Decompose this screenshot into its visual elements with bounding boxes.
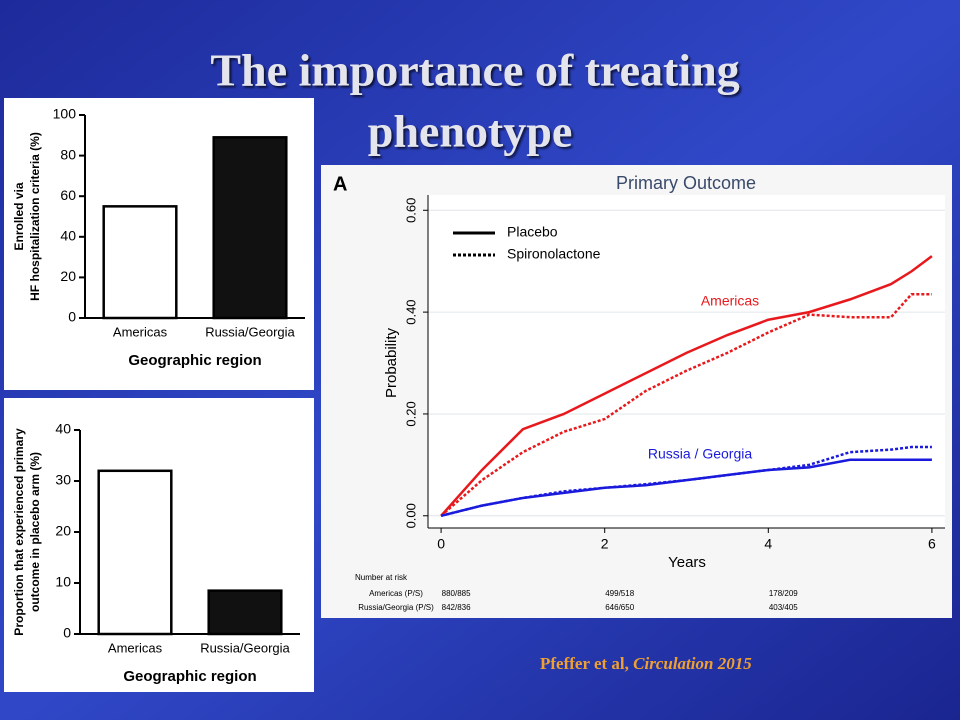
citation: Pfeffer et al, Circulation 2015 [540,654,752,673]
y-tick-label: 40 [55,421,71,437]
y-tick-label: 60 [60,187,76,203]
risk-table-title: Number at risk [355,573,408,582]
y-tick-label: 0.60 [403,198,418,223]
y-tick-label: 80 [60,146,76,162]
x-axis-label: Geographic region [123,668,256,685]
citation-journal: Circulation 2015 [633,654,752,673]
y-tick-label: 40 [60,228,76,244]
y-tick-label: 0.40 [403,299,418,324]
risk-row-label: Americas (P/S) [369,589,423,598]
y-tick-label: 10 [55,574,71,590]
y-tick-label: 20 [60,268,76,284]
x-tick-label: Russia/Georgia [205,324,295,339]
bar [102,205,178,320]
x-tick-label: Americas [108,640,163,655]
bar [97,469,173,636]
risk-count: 403/405 [769,603,798,612]
series-line [440,445,932,517]
risk-count: 880/885 [442,589,471,598]
x-tick-label: 4 [764,536,772,552]
annotation: Russia / Georgia [648,446,752,462]
legend-label: Placebo [507,224,558,240]
y-tick-label: 0.20 [403,401,418,426]
y-axis-label: HF hospitalization criteria (%) [28,132,42,301]
x-tick-label: 2 [601,536,609,552]
panel-label: A [333,173,347,195]
risk-count: 646/650 [605,603,634,612]
series-line [440,255,933,517]
x-axis-label: Years [668,554,706,571]
y-axis-label: outcome in placebo arm (%) [28,452,42,612]
risk-count: 842/836 [442,603,471,612]
slide-title: phenotype [368,106,572,157]
x-tick-label: 0 [437,536,445,552]
x-axis-label: Geographic region [128,352,261,369]
risk-count: 178/209 [769,589,798,598]
slide-title: The importance of treating [210,45,739,96]
bar [212,136,288,320]
legend-label: Spironolactone [507,246,601,262]
citation-authors: Pfeffer et al, [540,654,629,673]
x-tick-label: 6 [928,536,936,552]
plot-area [428,195,945,528]
y-tick-label: 0 [63,625,71,641]
y-axis-label: Proportion that experienced primary [12,428,26,636]
risk-row-label: Russia/Georgia (P/S) [358,603,434,612]
y-axis-label: Enrolled via [12,182,26,250]
y-tick-label: 100 [53,106,77,122]
x-tick-label: Russia/Georgia [200,640,290,655]
series-line [440,293,932,517]
risk-count: 499/518 [605,589,634,598]
x-tick-label: Americas [113,324,168,339]
annotation: Americas [701,293,759,309]
y-axis-label: Probability [383,327,400,398]
chart-title: Primary Outcome [616,173,756,193]
y-tick-label: 20 [55,523,71,539]
bar [207,589,283,636]
y-tick-label: 0 [68,309,76,325]
y-tick-label: 30 [55,472,71,488]
y-tick-label: 0.00 [403,503,418,528]
